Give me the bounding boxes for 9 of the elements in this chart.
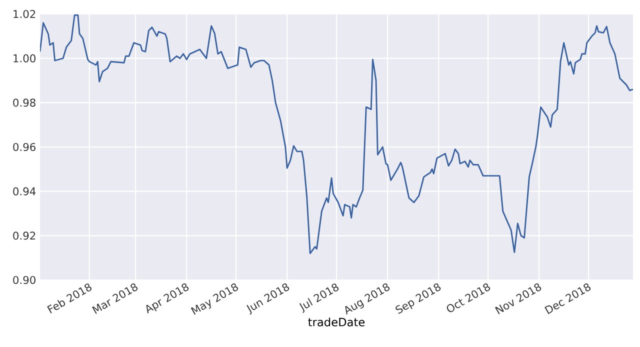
x-axis-title: tradeDate (308, 318, 365, 326)
y-tick-label: 1.00 (14, 54, 36, 62)
y-tick-label: 0.98 (13, 98, 36, 107)
line-series (40, 14, 633, 254)
y-tick-label: 0.90 (13, 276, 36, 284)
y-tick-label: 0.92 (13, 232, 36, 240)
y-tick-label: 0.96 (13, 142, 36, 152)
y-tick-label: 1.02 (14, 10, 36, 18)
y-tick-label: 0.94 (13, 187, 36, 196)
